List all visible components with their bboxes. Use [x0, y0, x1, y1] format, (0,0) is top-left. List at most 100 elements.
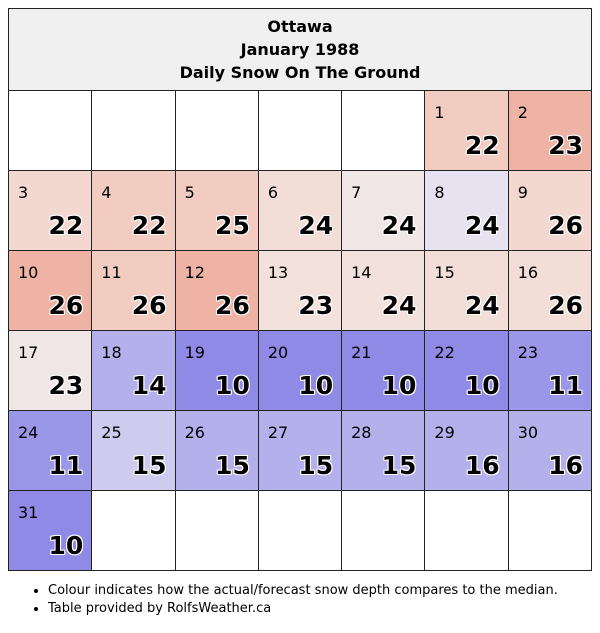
day-number: 11 [101, 263, 122, 282]
day-number: 26 [184, 423, 205, 442]
snow-depth-value: 15 [215, 451, 250, 480]
snow-calendar-table: Ottawa January 1988 Daily Snow On The Gr… [7, 8, 593, 571]
week-row: 24 11 25 15 26 15 27 15 28 15 29 16 30 16 [7, 410, 593, 491]
day-number: 12 [184, 263, 205, 282]
snow-depth-value: 22 [464, 131, 500, 160]
day-number: 8 [434, 183, 445, 202]
snow-depth-value: 14 [131, 371, 167, 400]
day-cell: 7 24 [341, 170, 426, 251]
period-title: January 1988 [240, 40, 360, 59]
notes-list: Colour indicates how the actual/forecast… [8, 582, 558, 618]
week-row: 10 26 11 26 12 26 13 23 14 24 15 24 16 26 [7, 250, 593, 331]
day-number: 14 [351, 263, 372, 282]
week-row: 3 22 4 22 5 25 6 24 7 24 8 24 9 26 [7, 170, 593, 251]
city-title: Ottawa [267, 17, 333, 36]
snow-depth-value: 10 [215, 371, 250, 400]
day-cell: 23 11 [507, 330, 593, 411]
snow-depth-value: 22 [131, 211, 167, 240]
snow-depth-value: 23 [548, 131, 583, 160]
day-number: 24 [18, 423, 39, 442]
snow-depth-value: 11 [48, 451, 84, 480]
note-item: Colour indicates how the actual/forecast… [48, 582, 558, 600]
day-cell: 17 23 [7, 330, 93, 411]
day-cell: 1 22 [424, 90, 509, 171]
day-cell: 4 22 [91, 170, 176, 251]
empty-day-cell [7, 90, 93, 171]
calendar-header-row: Ottawa January 1988 Daily Snow On The Gr… [8, 8, 592, 91]
day-number: 16 [517, 263, 539, 282]
snow-depth-value: 24 [464, 211, 500, 240]
snow-depth-value: 23 [298, 291, 334, 320]
snow-depth-value: 26 [215, 291, 250, 320]
day-cell: 22 10 [424, 330, 509, 411]
day-number: 1 [434, 103, 445, 122]
day-cell: 6 24 [257, 170, 343, 251]
day-number: 22 [434, 343, 455, 362]
day-number: 7 [351, 183, 362, 202]
day-cell: 31 10 [7, 490, 93, 571]
empty-day-cell [91, 490, 176, 571]
day-cell: 27 15 [257, 410, 343, 491]
snow-depth-value: 16 [548, 451, 583, 480]
snow-depth-value: 11 [548, 371, 583, 400]
day-cell: 19 10 [174, 330, 259, 411]
snow-depth-value: 23 [48, 371, 84, 400]
empty-day-cell [91, 90, 176, 171]
empty-day-cell [257, 490, 343, 571]
snow-depth-value: 16 [464, 451, 500, 480]
day-number: 18 [101, 343, 122, 362]
day-number: 9 [517, 183, 528, 202]
day-cell: 18 14 [91, 330, 176, 411]
day-number: 23 [517, 343, 539, 362]
calendar-header: Ottawa January 1988 Daily Snow On The Gr… [8, 8, 592, 91]
day-cell: 25 15 [91, 410, 176, 491]
snow-depth-value: 15 [298, 451, 334, 480]
snow-depth-value: 24 [381, 211, 417, 240]
day-number: 6 [267, 183, 279, 202]
day-cell: 12 26 [174, 250, 259, 331]
day-number: 29 [434, 423, 455, 442]
day-cell: 16 26 [507, 250, 593, 331]
day-number: 20 [267, 343, 289, 362]
week-row: 17 23 18 14 19 10 20 10 21 10 22 10 23 11 [7, 330, 593, 411]
day-cell: 26 15 [174, 410, 259, 491]
day-number: 4 [101, 183, 112, 202]
day-cell: 29 16 [424, 410, 509, 491]
empty-day-cell [507, 490, 593, 571]
day-number: 2 [517, 103, 528, 122]
empty-day-cell [257, 90, 343, 171]
day-number: 10 [18, 263, 39, 282]
day-cell: 10 26 [7, 250, 93, 331]
day-cell: 5 25 [174, 170, 259, 251]
day-cell: 3 22 [7, 170, 93, 251]
day-cell: 8 24 [424, 170, 509, 251]
day-cell: 13 23 [257, 250, 343, 331]
day-number: 15 [434, 263, 455, 282]
metric-title: Daily Snow On The Ground [179, 63, 421, 82]
snow-depth-value: 10 [48, 531, 84, 560]
snow-depth-value: 26 [548, 211, 583, 240]
day-number: 30 [517, 423, 539, 442]
day-cell: 9 26 [507, 170, 593, 251]
day-number: 21 [351, 343, 372, 362]
snow-depth-value: 26 [548, 291, 583, 320]
day-cell: 24 11 [7, 410, 93, 491]
day-cell: 15 24 [424, 250, 509, 331]
day-cell: 11 26 [91, 250, 176, 331]
snow-depth-value: 10 [298, 371, 334, 400]
snow-depth-value: 10 [381, 371, 417, 400]
day-number: 3 [18, 183, 29, 202]
snow-depth-value: 25 [215, 211, 250, 240]
note-item: Table provided by RolfsWeather.ca [48, 600, 558, 618]
day-number: 19 [184, 343, 205, 362]
day-number: 17 [18, 343, 39, 362]
week-row: 31 10 [7, 490, 593, 571]
week-row: 1 22 2 23 [7, 90, 593, 171]
day-cell: 21 10 [341, 330, 426, 411]
day-number: 13 [267, 263, 289, 282]
day-cell: 28 15 [341, 410, 426, 491]
snow-depth-value: 24 [464, 291, 500, 320]
snow-depth-value: 22 [48, 211, 84, 240]
snow-depth-value: 26 [48, 291, 84, 320]
snow-depth-value: 15 [381, 451, 417, 480]
